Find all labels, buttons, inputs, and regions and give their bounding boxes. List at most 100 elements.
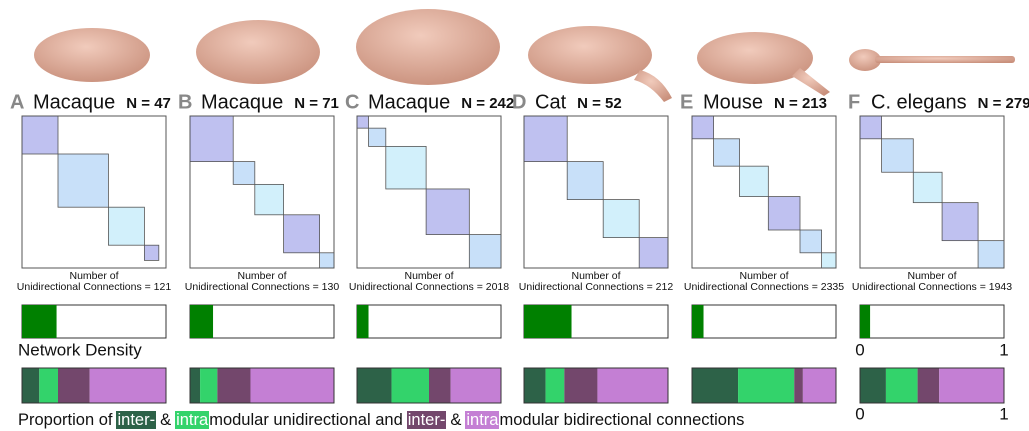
species: Macaque [33,91,115,113]
connections-title: Number of [571,270,620,282]
connections-label: Unidirectional Connections = 2335 [684,281,844,293]
connectivity-matrix [859,115,1005,269]
proportion-segment [58,368,90,403]
module-block [638,237,669,269]
matrix-frame [859,115,1005,269]
x-tick-label: 1 [999,340,1008,359]
n-label: N = 71 [294,95,339,112]
proportion-frame [859,367,1005,404]
x-tick-label: 0 [855,404,864,423]
species: Mouse [703,91,763,113]
panel-letter: F [848,91,860,113]
connections-title: Number of [69,270,118,282]
module-block [739,165,769,197]
module-block [232,161,256,185]
connectivity-matrix [691,115,837,269]
density-frame [859,304,1005,339]
species: Macaque [368,91,450,113]
connections-label: Unidirectional Connections = 2018 [349,281,509,293]
proportion-segment [200,368,218,403]
connectivity-matrix [356,115,502,269]
n-label: N = 242 [461,95,514,112]
connections-label: Unidirectional Connections = 212 [519,281,674,293]
density-bar [357,305,369,338]
module-block [941,202,979,242]
matrix-frame [691,115,837,269]
module-block [523,115,568,162]
proportion-segment [597,368,668,403]
module-block [912,171,943,204]
proportion-segment [22,368,40,403]
proportion-segment [524,368,546,403]
density-frame [691,304,837,339]
density-bar [190,305,214,338]
module-block [425,188,470,235]
connectivity-matrix [523,115,669,269]
proportion-frame [356,367,502,404]
species: Macaque [201,91,283,113]
proportion-frame [189,367,335,404]
module-block [566,161,604,201]
proportion-segment [250,368,334,403]
module-block [368,127,387,147]
density-bar [692,305,704,338]
module-block [189,115,234,162]
proportion-segment [738,368,795,403]
module-block [821,252,837,269]
n-label: N = 52 [577,95,622,112]
n-label: N = 213 [774,95,827,112]
module-block [713,138,740,167]
proportion-segment [217,368,251,403]
proportion-segment [545,368,565,403]
caption-text: Proportion of [18,411,113,429]
proportion-segment [429,368,451,403]
module-block [108,206,145,246]
panel-letter: A [10,91,24,113]
module-block [254,183,285,216]
proportion-segment [190,368,201,403]
module-block [977,240,1005,269]
caption-text: modular bidirectional connections [499,411,745,429]
legend-key: inter- [116,411,157,429]
panel-letter: B [178,91,192,113]
module-block [283,214,321,254]
proportion-frame [523,367,669,404]
module-block [767,196,801,231]
connections-title: Number of [739,270,788,282]
module-block [468,234,502,269]
proportion-caption: Proportion of inter- & intramodular unidire… [18,411,744,430]
module-block [143,244,160,261]
module-block [57,153,109,208]
proportion-segment [357,368,392,403]
panel-letter: C [345,91,359,113]
connections-title: Number of [404,270,453,282]
proportion-segment [939,368,1004,403]
brain-illustrations [34,9,1015,102]
matrix-frame [21,115,167,269]
module-block [691,115,715,140]
proportion-frame [691,367,837,404]
x-tick-label: 0 [855,340,864,359]
connectivity-matrix [21,115,167,269]
caption-text: modular unidirectional and [209,411,403,429]
matrix-frame [189,115,335,269]
matrix-frame [523,115,669,269]
proportion-segment [692,368,739,403]
proportion-segment [450,368,501,403]
panel-letter: D [512,91,526,113]
proportion-segment [917,368,940,403]
legend-key: intra [465,411,500,429]
species: Cat [535,91,567,113]
module-block [319,252,335,269]
proportion-segment [802,368,836,403]
proportion-segment [89,368,166,403]
module-block [385,145,427,190]
proportion-segment [39,368,58,403]
module-block [859,115,883,140]
density-bar [860,305,871,338]
matrix-frame [356,115,502,269]
density-bar [524,305,572,338]
connectivity-matrix [189,115,335,269]
proportion-segment [391,368,429,403]
